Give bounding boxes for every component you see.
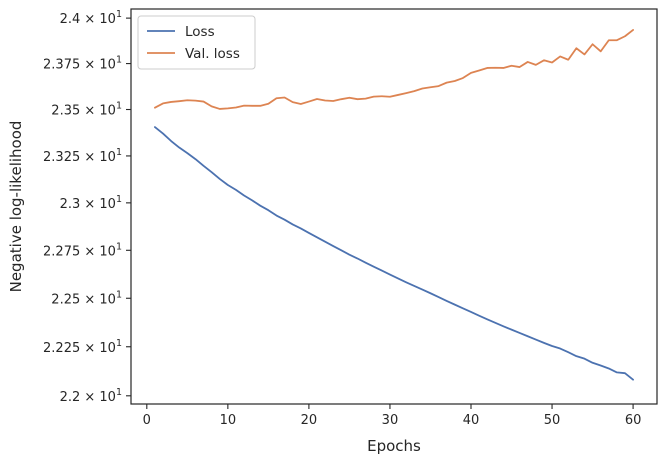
y-tick-label: 2.35 × 101	[51, 101, 122, 119]
x-tick-label: 30	[382, 413, 399, 428]
legend-label: Loss	[185, 24, 215, 40]
y-tick-label: 2.2 × 101	[60, 387, 122, 405]
x-axis-label: Epochs	[367, 437, 421, 455]
x-tick-label: 60	[625, 413, 642, 428]
y-tick-label: 2.3 × 101	[60, 194, 122, 212]
series-line-val-loss	[154, 28, 634, 110]
series-line-loss	[154, 126, 634, 381]
y-tick-label: 2.25 × 101	[51, 289, 122, 307]
series-lines	[154, 28, 634, 381]
legend: Loss Val. loss	[137, 15, 256, 70]
y-tick-label: 2.275 × 101	[43, 241, 122, 259]
x-tick-label: 10	[220, 413, 237, 428]
y-tick-label: 2.225 × 101	[43, 338, 122, 356]
x-tick-label: 0	[143, 413, 151, 428]
x-tick-label: 20	[301, 413, 318, 428]
x-tick-label: 40	[463, 413, 480, 428]
y-axis-label: Negative log-likelihood	[7, 121, 25, 293]
legend-label: Val. loss	[185, 46, 240, 62]
y-tick-label: 2.4 × 101	[60, 9, 122, 27]
y-tick-label: 2.325 × 101	[43, 147, 122, 165]
axis-ticks: 0 10 20 30 40 50 60 2.2 × 101 2.225 × 101 2.25 × …	[43, 9, 641, 428]
legend-box	[137, 15, 256, 70]
x-tick-label: 50	[544, 413, 561, 428]
plot-frame	[130, 8, 658, 405]
y-tick-label: 2.375 × 101	[43, 55, 122, 73]
